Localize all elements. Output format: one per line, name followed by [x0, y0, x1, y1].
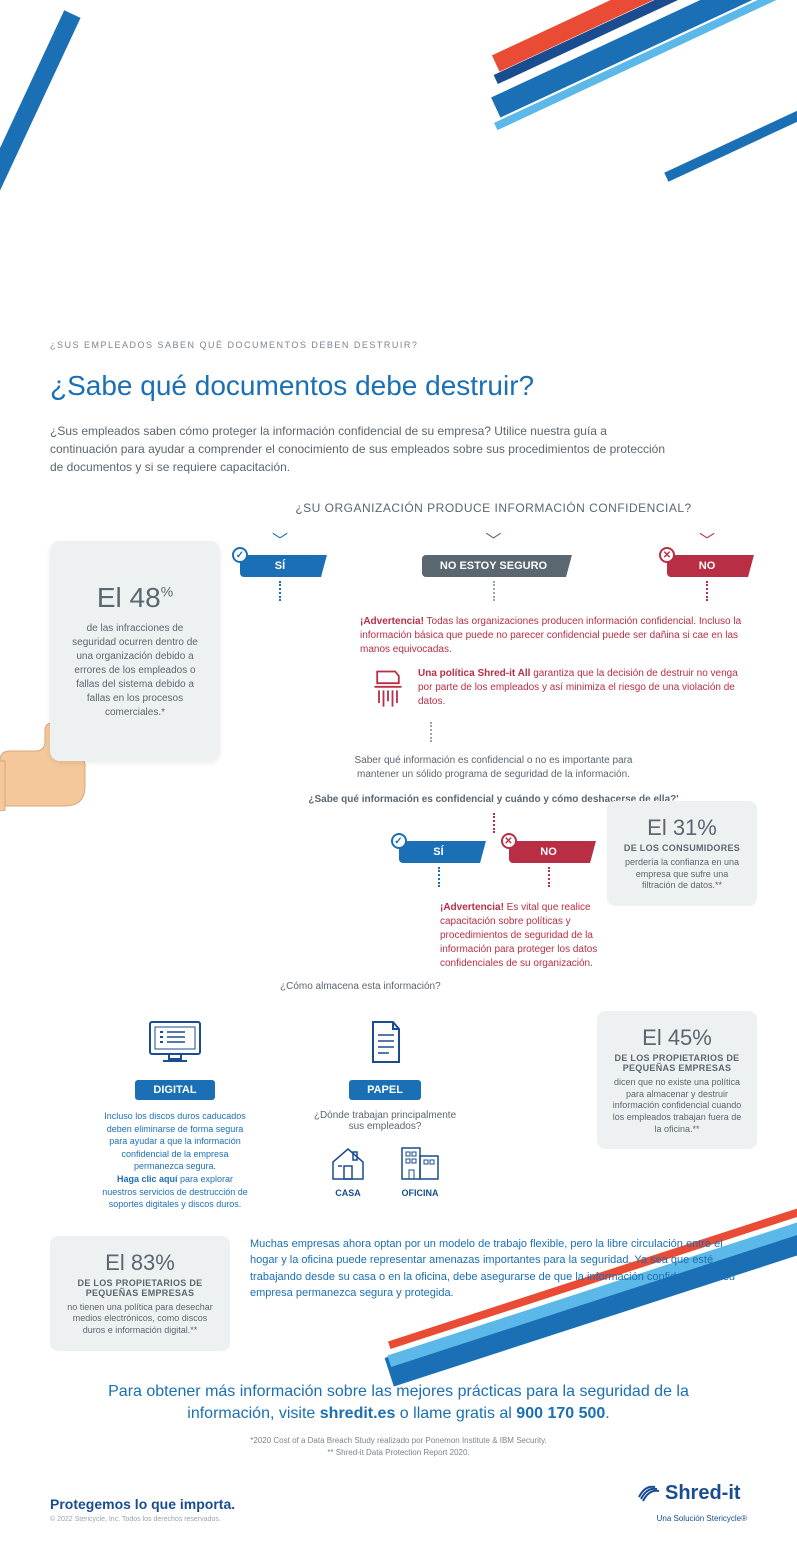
stat-45-text: dicen que no existe una política para al…	[611, 1077, 743, 1135]
check-icon: ✓	[391, 833, 407, 849]
digital-desc: Incluso los discos duros caducados deben…	[100, 1110, 250, 1211]
connector	[548, 867, 550, 887]
storage-question: ¿Cómo almacena esta información?	[280, 981, 747, 992]
flow-question-1: ¿SU ORGANIZACIÓN PRODUCE INFORMACIÓN CON…	[240, 501, 747, 515]
connector	[430, 722, 432, 742]
choice-yes-2: ✓SÍ	[399, 841, 479, 863]
choice-no: ✕NO	[667, 555, 747, 577]
digital-label: DIGITAL	[135, 1080, 214, 1100]
choice-yes: ✓SÍ	[240, 555, 320, 577]
stat-83-value: El 83%	[64, 1250, 216, 1276]
stat-48-text: de las infracciones de seguridad ocurren…	[64, 622, 206, 720]
tagline: Protegemos lo que importa.	[50, 1496, 235, 1512]
shredit-logo: Shred-it Una Solución Stericycle®	[637, 1477, 747, 1523]
cta-phone[interactable]: 900 170 500	[516, 1405, 605, 1422]
bottom-paragraph: Muchas empresas ahora optan por un model…	[250, 1236, 747, 1302]
cta-url[interactable]: shredit.es	[320, 1405, 396, 1422]
footnote-1: *2020 Cost of a Data Breach Study realiz…	[50, 1436, 747, 1445]
paper-label: PAPEL	[349, 1080, 421, 1100]
logo-tagline: Una Solución Stericycle®	[637, 1514, 747, 1523]
house-icon	[328, 1144, 368, 1182]
connector	[493, 813, 495, 833]
intro-text: ¿Sus empleados saben cómo proteger la in…	[50, 422, 670, 476]
connector	[438, 867, 440, 887]
stat-48-value: El 48	[97, 582, 161, 613]
stat-45-value: El 45%	[611, 1025, 743, 1051]
connector	[706, 581, 708, 601]
office-label: OFICINA	[398, 1188, 442, 1198]
x-icon: ✕	[501, 833, 517, 849]
stat-83-card: El 83% DE LOS PROPIETARIOS DE PEQUEÑAS E…	[50, 1236, 230, 1351]
warning-1: ¡Advertencia! Todas las organizaciones p…	[360, 615, 747, 657]
stat-45-card: El 45% DE LOS PROPIETARIOS DE PEQUEÑAS E…	[597, 1011, 757, 1149]
decorative-stripe	[0, 10, 81, 289]
paper-question: ¿Dónde trabajan principalmente sus emple…	[310, 1110, 460, 1132]
decorative-stripe	[494, 0, 797, 130]
footnote-2: ** Shred-it Data Protection Report 2020.	[50, 1448, 747, 1457]
check-icon: ✓	[232, 547, 248, 563]
office-icon	[398, 1144, 442, 1182]
shredder-icon	[370, 667, 406, 712]
stat-45-sub: DE LOS PROPIETARIOS DE PEQUEÑAS EMPRESAS	[611, 1053, 743, 1073]
connector	[279, 581, 281, 601]
computer-icon	[145, 1017, 205, 1067]
cta-text: Para obtener más información sobre las m…	[99, 1381, 699, 1426]
chevron-down-icon: ﹀	[272, 527, 288, 551]
chevron-down-icon: ﹀	[699, 527, 715, 551]
x-icon: ✕	[659, 547, 675, 563]
page-title: ¿Sabe qué documentos debe destruir?	[50, 370, 747, 402]
casa-label: CASA	[328, 1188, 368, 1198]
stat-48-card: El 48% de las infracciones de seguridad …	[50, 541, 220, 761]
stat-31-sub: DE LOS CONSUMIDORES	[621, 843, 743, 853]
stat-31-card: El 31% DE LOS CONSUMIDORES perdería la c…	[607, 801, 757, 906]
stat-48-unit: %	[161, 584, 173, 600]
stat-31-value: El 31%	[621, 815, 743, 841]
stat-83-sub: DE LOS PROPIETARIOS DE PEQUEÑAS EMPRESAS	[64, 1278, 216, 1298]
svg-text:Shred-it: Shred-it	[665, 1482, 741, 1504]
warning-2: ¡Advertencia! Es vital que realice capac…	[440, 901, 640, 971]
decorative-stripe	[664, 88, 797, 182]
stat-83-text: no tienen una política para desechar med…	[64, 1302, 216, 1337]
paper-icon	[365, 1017, 405, 1067]
chevron-down-icon: ﹀	[485, 527, 501, 551]
stat-31-text: perdería la confianza en una empresa que…	[621, 857, 743, 892]
choice-no-2: ✕NO	[509, 841, 589, 863]
mid-flow-text: Saber qué información es confidencial o …	[334, 754, 654, 782]
connector	[493, 581, 495, 601]
choice-unsure: NO ESTOY SEGURO	[422, 555, 565, 577]
eyebrow-text: ¿SUS EMPLEADOS SABEN QUÉ DOCUMENTOS DEBE…	[50, 340, 747, 350]
copyright: © 2022 Stericycle, Inc. Todos los derech…	[50, 1516, 235, 1523]
policy-text: Una política Shred-it All garantiza que …	[418, 667, 747, 709]
